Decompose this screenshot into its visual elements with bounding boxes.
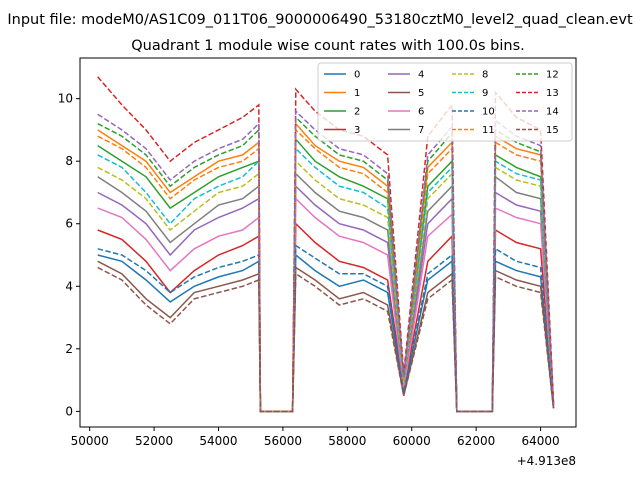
- y-tick-label: 6: [65, 217, 73, 231]
- y-tick-label: 2: [65, 342, 73, 356]
- legend-label-1: 1: [354, 88, 360, 99]
- chart-title: Quadrant 1 module wise count rates with …: [131, 38, 525, 54]
- legend-label-9: 9: [482, 88, 488, 99]
- figure-suptitle: Input file: modeM0/AS1C09_011T06_9000006…: [7, 12, 633, 28]
- legend-label-11: 11: [482, 125, 495, 136]
- series-line-14: [97, 109, 555, 413]
- legend-label-10: 10: [482, 107, 495, 118]
- y-tick-label: 4: [65, 279, 73, 293]
- legend-label-15: 15: [546, 125, 559, 136]
- x-tick-label: 62000: [457, 434, 495, 448]
- legend-label-3: 3: [354, 125, 360, 136]
- x-tick-label: 54000: [199, 434, 237, 448]
- legend-label-12: 12: [546, 70, 559, 81]
- legend-box: [317, 62, 573, 142]
- legend-label-8: 8: [482, 70, 488, 81]
- series-line-15: [97, 266, 555, 413]
- series-line-12: [97, 115, 555, 413]
- y-axis: 0 2 4 6 8 10: [58, 92, 80, 418]
- series-line-9: [97, 146, 555, 413]
- x-axis: 50000 52000 54000 56000 58000 60000 62000 64000: [71, 427, 560, 448]
- series-line-5: [97, 260, 555, 413]
- series-line-6: [97, 196, 555, 413]
- x-tick-label: 50000: [71, 434, 109, 448]
- legend-label-7: 7: [418, 125, 424, 136]
- legend-label-2: 2: [354, 107, 360, 118]
- series-line-10: [97, 244, 555, 413]
- series-line-11: [97, 128, 555, 413]
- legend-label-0: 0: [354, 70, 360, 81]
- x-offset-label: +4.913e8: [517, 454, 576, 468]
- plot-lines: [97, 76, 555, 413]
- x-tick-label: 60000: [393, 434, 431, 448]
- x-tick-label: 56000: [264, 434, 302, 448]
- series-line-13: [97, 76, 555, 413]
- y-tick-label: 8: [65, 154, 73, 168]
- plot-area-frame: [79, 57, 577, 428]
- legend-label-13: 13: [546, 88, 559, 99]
- series-line-1: [97, 121, 555, 413]
- x-tick-label: 58000: [328, 434, 366, 448]
- x-tick-label: 64000: [521, 434, 559, 448]
- series-line-3: [97, 221, 555, 413]
- y-tick-label: 10: [58, 92, 73, 106]
- legend-label-14: 14: [546, 107, 559, 118]
- legend-label-5: 5: [418, 88, 424, 99]
- legend-label-4: 4: [418, 70, 424, 81]
- y-tick-label: 0: [65, 404, 73, 418]
- series-line-0: [97, 253, 555, 413]
- legend-label-6: 6: [418, 107, 424, 118]
- series-line-7: [97, 171, 555, 413]
- x-tick-label: 52000: [135, 434, 173, 448]
